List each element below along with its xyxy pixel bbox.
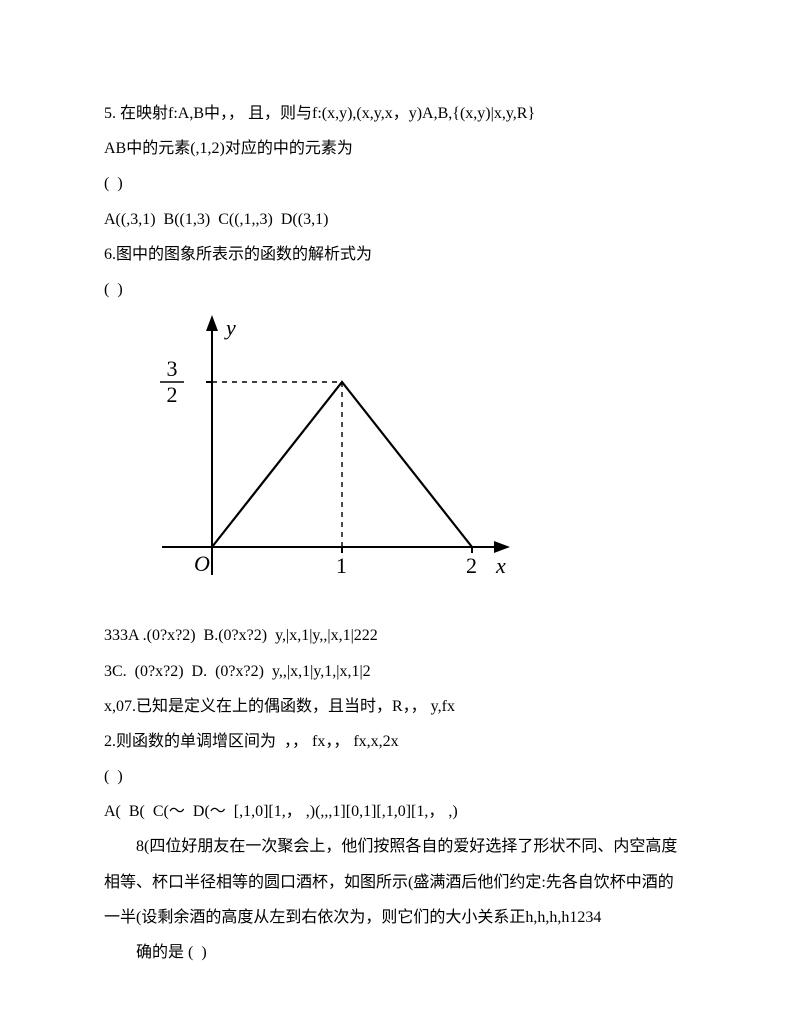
text-line: 6.图中的图象所表示的函数的解析式为 [104,237,696,272]
y-tick-numerator: 3 [167,356,178,381]
y-axis-label: y [224,315,236,340]
document-page: 5. 在映射f:A,B中，， 且，则与f:(x,y),(x,y,x，y)A,B,… [0,0,800,970]
text-line: ( ) [104,166,696,201]
text-line: 一半(设剩余酒的高度从左到右依次为，则它们的大小关系正h,h,h,h1234 [104,900,696,935]
y-tick-denominator: 2 [167,382,178,407]
text-line: ( ) [104,272,696,307]
text-line: 333A .(0?x?2) B.(0?x?2) y,|x,1|y,,|x,1|2… [104,618,696,653]
origin-label: O [194,551,210,576]
text-line: 2.则函数的单调增区间为 ，， fx，， fx,x,2x [104,724,696,759]
function-graph-figure: 32O12yx [124,313,696,612]
text-line: A((,3,1) B((1,3) C((,1,,3) D((3,1) [104,202,696,237]
text-line: ( ) [104,759,696,794]
x-axis-label: x [495,553,506,578]
text-line: 相等、杯口半径相等的圆口酒杯，如图所示(盛满酒后他们约定:先各自饮杯中酒的 [104,865,696,900]
text-line: 3C. (0?x?2) D. (0?x?2) y,,|x,1|y,1,|x,1|… [104,654,696,689]
text-line: 8(四位好朋友在一次聚会上，他们按照各自的爱好选择了形状不同、内空高度 [104,829,696,864]
x-tick-1: 1 [336,553,347,578]
text-line: 确的是 ( ) [104,935,696,970]
x-tick-2: 2 [466,553,477,578]
text-line: A( B( C(～ D(～ [,1,0][1,， ,)(,,,1][0,1][,… [104,794,696,829]
text-line: 5. 在映射f:A,B中，， 且，则与f:(x,y),(x,y,x，y)A,B,… [104,96,696,131]
text-line: x,07.已知是定义在上的偶函数，且当时，R，， y,fx [104,689,696,724]
graph-svg: 32O12yx [124,313,514,599]
text-line: AB中的元素(,1,2)对应的中的元素为 [104,131,696,166]
